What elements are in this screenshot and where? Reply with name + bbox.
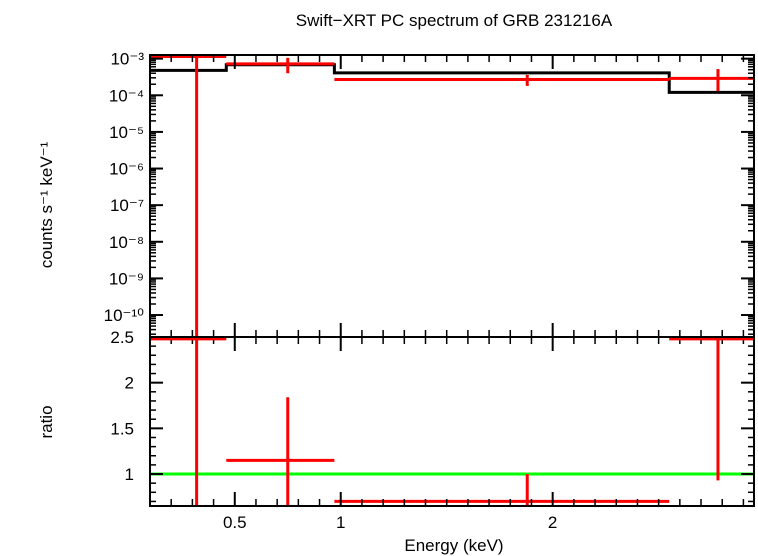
lower-y-axis-label: ratio <box>37 405 56 438</box>
upper-data-point <box>669 69 754 92</box>
lower-y-tick-label: 1.5 <box>110 419 134 438</box>
upper-data-point <box>150 54 227 337</box>
upper-y-tick-label: 10⁻³ <box>110 50 144 69</box>
x-tick-label: 2 <box>548 513 557 532</box>
upper-y-tick-label: 10⁻⁶ <box>109 160 144 179</box>
upper-y-ticks: 10⁻³ 10⁻⁴ 10⁻⁵ 10⁻⁶ 10⁻⁷ 10⁻⁸ 10⁻⁹ 10⁻¹⁰ <box>104 50 754 335</box>
upper-data-point <box>226 57 335 74</box>
ratio-data-point <box>669 337 754 481</box>
x-tick-label: 1 <box>336 513 345 532</box>
upper-y-tick-label: 10⁻¹⁰ <box>104 306 145 325</box>
upper-y-axis-label: counts s⁻¹ keV⁻¹ <box>37 141 56 268</box>
upper-x-ticks <box>149 55 745 351</box>
upper-y-tick-label: 10⁻⁹ <box>109 269 144 288</box>
upper-panel: 10⁻³ 10⁻⁴ 10⁻⁵ 10⁻⁶ 10⁻⁷ 10⁻⁸ 10⁻⁹ 10⁻¹⁰ <box>104 50 755 351</box>
lower-plot-frame <box>149 336 755 507</box>
ratio-data-point <box>150 337 227 506</box>
model-histogram <box>150 63 754 94</box>
upper-y-tick-label: 10⁻⁷ <box>110 196 144 215</box>
lower-y-tick-label: 2.5 <box>110 328 134 347</box>
upper-y-tick-label: 10⁻⁴ <box>109 86 144 105</box>
x-tick-label: 0.5 <box>223 513 247 532</box>
lower-y-tick-label: 1 <box>125 465 134 484</box>
upper-data-point <box>334 74 670 86</box>
lower-panel: 1 1.5 2 2.5 0.5 1 2 <box>110 328 755 532</box>
lower-x-ticks: 0.5 1 2 <box>149 492 745 532</box>
lower-y-tick-label: 2 <box>125 374 134 393</box>
x-axis-label: Energy (keV) <box>404 536 503 555</box>
ratio-data-point <box>226 397 335 506</box>
upper-plot-frame <box>149 54 755 338</box>
upper-y-tick-label: 10⁻⁸ <box>109 233 144 252</box>
upper-y-tick-label: 10⁻⁵ <box>109 123 144 142</box>
chart-title: Swift−XRT PC spectrum of GRB 231216A <box>296 11 613 30</box>
ratio-data-point <box>334 474 670 506</box>
